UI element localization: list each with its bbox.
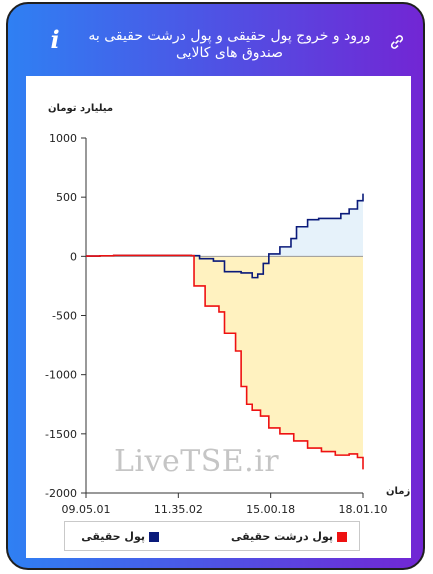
watermark: LiveTSE.ir [114,444,280,479]
area-positive [86,193,363,257]
chart-panel: میلیارد تومان زمان 1000 500 0 -500 -1000 -150… [26,76,411,558]
y-tick-label: 500 [56,191,77,204]
y-tick-label: 1000 [49,132,77,145]
x-tick-label: 18.01.10 [339,503,388,516]
x-tick-label: 11.35.02 [154,503,203,516]
area-negative [86,256,363,470]
y-tick-label: -2000 [45,487,77,500]
y-axis-label: میلیارد تومان [48,103,114,114]
legend-label-retail-money: پول درشت حقیقی [230,530,333,543]
chart-title: ورود و خروج پول حقیقی و پول درشت حقیقی ب… [88,28,371,61]
card-header: ورود و خروج پول حقیقی و پول درشت حقیقی ب… [8,4,423,78]
legend-swatch-real-money [149,532,159,542]
x-axis-label: زمان [386,486,411,497]
legend-swatch-retail-money [337,532,347,542]
series-line-1 [86,254,364,470]
legend-item-retail-money[interactable]: پول درشت حقیقی [231,530,347,543]
y-tick-label: -500 [52,310,77,323]
legend-label-real-money: پول حقیقی [81,530,145,543]
legend: پول حقیقی پول درشت حقیقی [64,521,360,551]
chart-card: ورود و خروج پول حقیقی و پول درشت حقیقی ب… [6,2,425,570]
y-tick-label: 0 [70,250,77,263]
y-tick-label: -1500 [45,428,77,441]
link-icon[interactable] [389,34,405,50]
y-tick-label: -1000 [45,369,77,382]
x-tick-label: 15.00.18 [246,503,295,516]
legend-item-real-money[interactable]: پول حقیقی [81,530,159,543]
chart-plot: 1000 500 0 -500 -1000 -1500 -2000 09.05.01 11.35… [45,132,388,516]
x-tick-label: 09.05.01 [62,503,111,516]
info-icon[interactable]: i [50,25,60,54]
